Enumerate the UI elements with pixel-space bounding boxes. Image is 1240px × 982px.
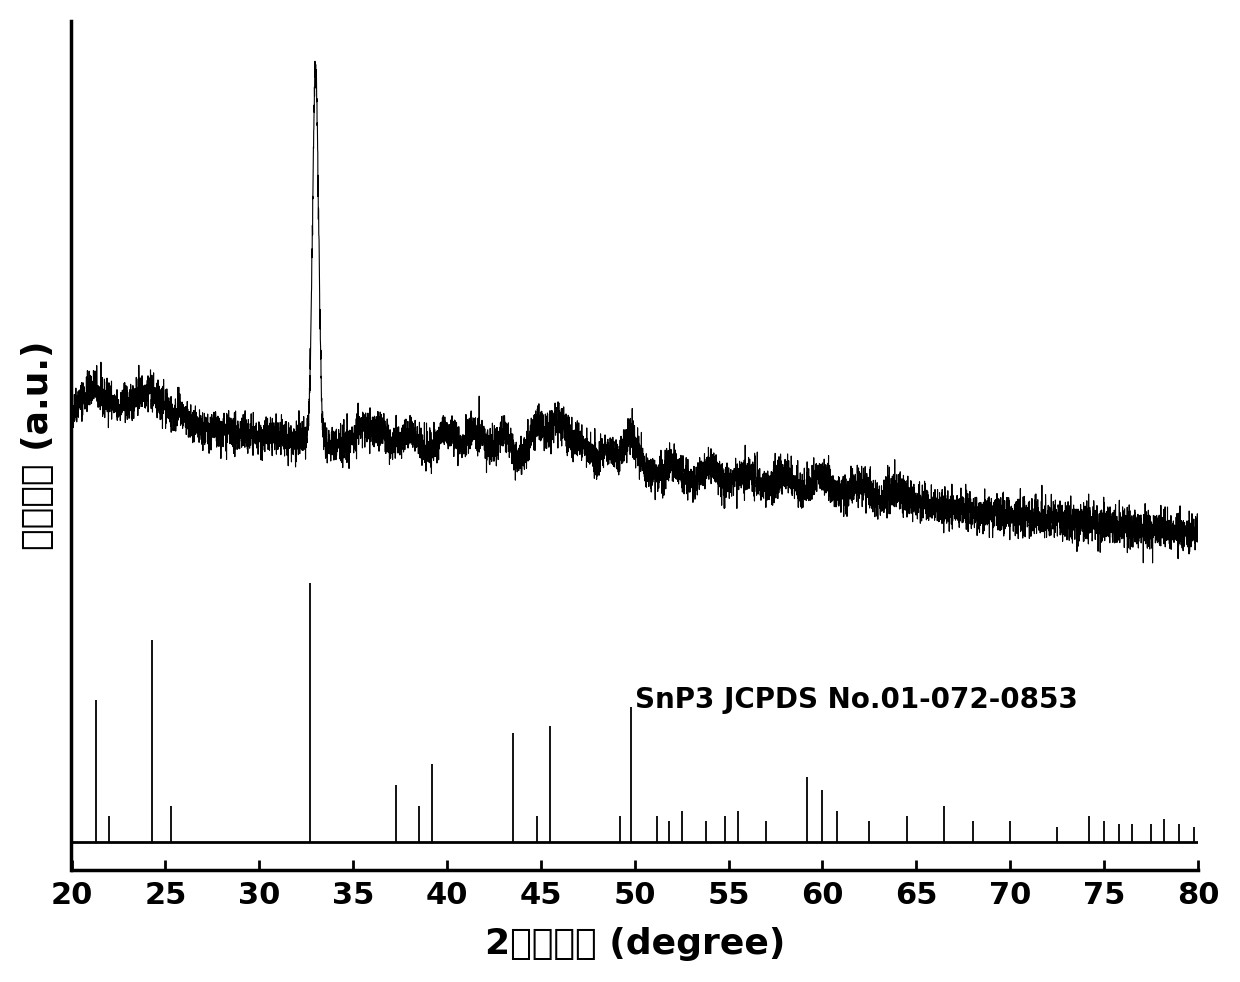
Text: SnP3 JCPDS No.01-072-0853: SnP3 JCPDS No.01-072-0853 (635, 686, 1078, 715)
Y-axis label: 衷射强度 (a.u.): 衷射强度 (a.u.) (21, 341, 55, 550)
X-axis label: 2倍衷射角 (degree): 2倍衷射角 (degree) (485, 927, 785, 961)
